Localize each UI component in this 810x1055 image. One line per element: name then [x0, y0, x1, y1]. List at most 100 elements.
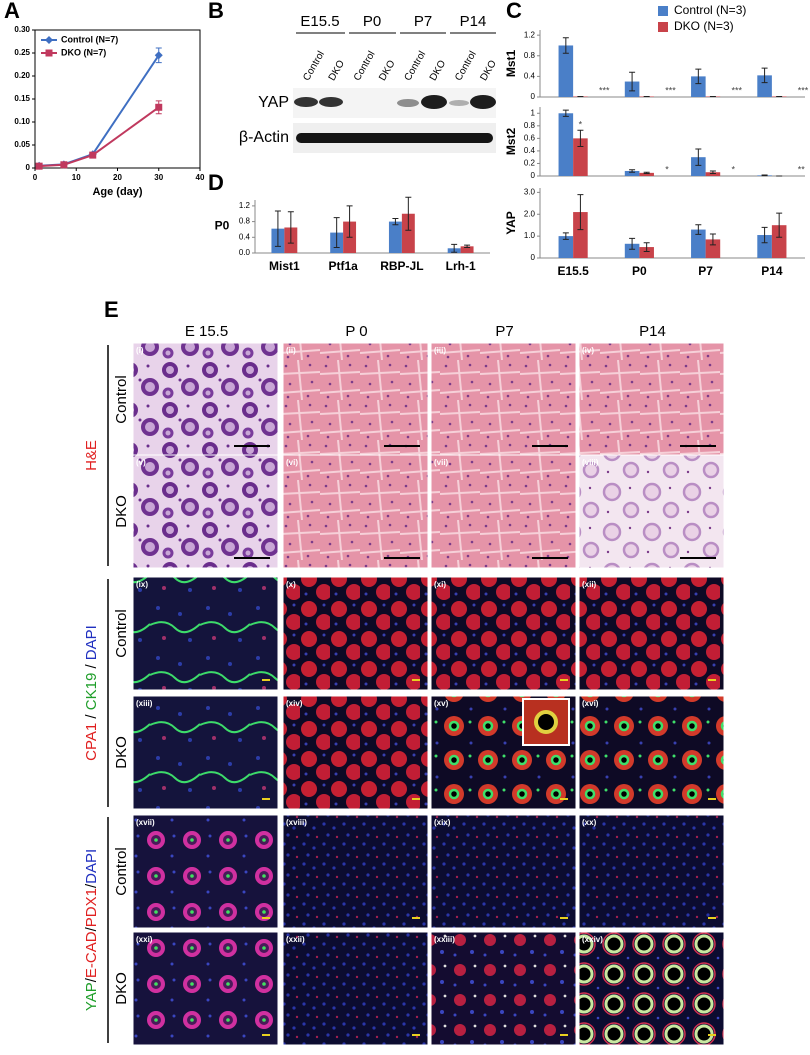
micrograph: [132, 814, 279, 929]
tile-label: (xvi): [582, 699, 599, 708]
row-label: YAP: [258, 94, 289, 111]
row-label: DKO: [113, 736, 130, 769]
error-bar: [761, 67, 768, 84]
legend-swatch: [658, 6, 668, 16]
timepoint-label: P0: [363, 13, 381, 30]
tile-label: (vii): [434, 458, 449, 467]
error-bar: [464, 244, 471, 249]
bar: [388, 221, 402, 253]
bar: [705, 172, 721, 176]
group-label: YAP/E-CAD/PDX1/DAPI: [83, 849, 100, 1011]
tile-label: (iv): [582, 346, 594, 355]
significance-label: ***: [599, 85, 610, 95]
bar: [771, 225, 787, 258]
error-bar: [643, 242, 650, 252]
bar: [460, 246, 474, 253]
row-label: Control: [113, 609, 130, 657]
micrograph: [430, 576, 577, 691]
error-bar: [577, 129, 584, 148]
column-label: E 15.5: [185, 323, 228, 340]
micrograph: [282, 454, 429, 569]
y-tick-label: 0.0: [239, 248, 251, 257]
micrograph: [430, 342, 577, 457]
y-tick-label: 0.10: [14, 117, 30, 126]
marker: [60, 161, 68, 169]
tile-label: (xiv): [286, 699, 303, 708]
error-bar: [287, 211, 294, 244]
error-bar: [562, 109, 569, 117]
significance-label: ***: [731, 85, 742, 95]
tile-label: (xxii): [286, 935, 305, 944]
panel-label: D: [208, 170, 224, 195]
y-tick-label: 0.4: [239, 232, 251, 241]
y-tick-label: 1: [531, 108, 536, 117]
bar: [691, 76, 706, 97]
band: [470, 95, 496, 109]
actin-bands: [296, 133, 493, 143]
tile-label: (xv): [434, 699, 449, 708]
inset-lumen: [534, 710, 558, 734]
row-label: DKO: [113, 972, 130, 1005]
column-label: P 0: [345, 323, 367, 340]
legend-marker: [45, 36, 53, 44]
y-tick-label: 0.4: [524, 146, 536, 155]
bar: [624, 170, 640, 176]
y-tick-label: 0.4: [524, 71, 536, 80]
error-bar: [695, 68, 702, 85]
y-tick-label: 0.8: [239, 217, 251, 226]
bar: [401, 213, 415, 253]
marker: [35, 162, 43, 170]
band: [296, 133, 493, 143]
x-axis-label: Age (day): [92, 186, 142, 198]
yap-bands: [294, 95, 496, 109]
y-tick-label: 0.25: [14, 48, 30, 57]
tile-label: (xxiii): [434, 935, 455, 944]
y-tick-label: 0: [531, 171, 536, 180]
bar: [558, 45, 574, 97]
timepoint-label: E15.5: [300, 13, 339, 30]
micrograph: [132, 576, 279, 691]
x-tick-label: 40: [196, 173, 205, 182]
legend-label: DKO (N=3): [674, 19, 734, 33]
panel-label: B: [208, 0, 224, 23]
y-tick-label: 1.2: [524, 30, 536, 39]
micrograph: [578, 576, 725, 691]
x-tick-label: P7: [698, 264, 713, 278]
tile-label: (i): [136, 346, 144, 355]
plot-frame: [34, 29, 201, 169]
y-tick-label: 0.30: [14, 25, 30, 34]
tile-label: (xi): [434, 580, 446, 589]
legend-marker: [45, 49, 53, 57]
micrograph: [578, 931, 725, 1046]
significance-label: *: [731, 164, 735, 174]
significance-label: ***: [665, 85, 676, 95]
x-tick-label: E15.5: [557, 264, 589, 278]
group-label-part: H&E: [83, 440, 100, 471]
micrograph: [132, 454, 279, 569]
error-bar: [629, 71, 636, 92]
lane-label: DKO: [377, 58, 397, 82]
column-label: P14: [639, 323, 666, 340]
panel-label: A: [4, 0, 20, 23]
lane-label: DKO: [478, 58, 498, 82]
x-tick-label: Lrh-1: [446, 259, 476, 273]
micrograph: [282, 931, 429, 1046]
error-bar: [577, 194, 584, 231]
micrograph: [430, 454, 577, 569]
error-bar: [629, 169, 636, 173]
x-tick-label: 30: [154, 173, 163, 182]
error-bar: [451, 243, 458, 253]
bar: [639, 247, 654, 258]
bar: [757, 235, 772, 258]
bar: [573, 212, 588, 258]
micrograph: [282, 814, 429, 929]
y-axis-label: Mst1: [504, 50, 518, 78]
lane-label: DKO: [327, 58, 347, 82]
x-tick-label: P0: [632, 264, 647, 278]
y-tick-label: 0.6: [524, 133, 536, 142]
group-label: CPA1 / CK19 / DAPI: [83, 625, 100, 761]
error-bar: [776, 212, 783, 238]
group-label-part: CPA1: [83, 723, 100, 761]
